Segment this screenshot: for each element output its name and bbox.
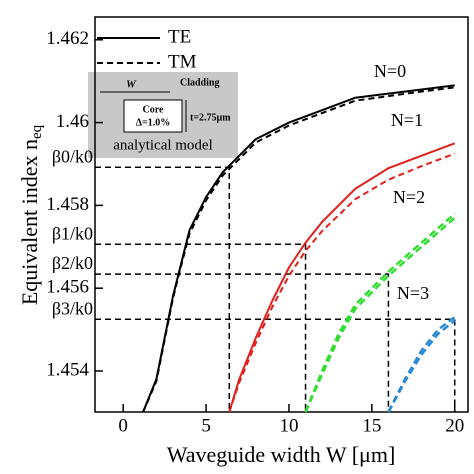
curve-tm — [387, 319, 456, 413]
guide-label: β1/k0 — [52, 223, 93, 243]
guide-label: β2/k0 — [52, 253, 93, 273]
guide-line — [95, 318, 456, 412]
curve-tm — [228, 152, 456, 413]
inset-cladding: Cladding — [180, 77, 219, 88]
plot-frame — [94, 16, 469, 413]
x-tick-label: 20 — [445, 415, 464, 436]
guide-line — [95, 273, 390, 412]
y-tick-label: 1.46 — [56, 111, 89, 132]
legend-label: TE — [168, 26, 191, 47]
inset-delta: Δ=1.0% — [136, 117, 170, 128]
curve-te — [304, 212, 456, 413]
y-axis-label-sub: eq — [29, 124, 45, 139]
x-tick-label: 5 — [201, 415, 211, 436]
inset-core — [123, 99, 183, 133]
guide-line — [95, 243, 307, 412]
x-tick-label: 10 — [279, 415, 298, 436]
inset-core-label: Core — [143, 104, 164, 115]
curve-tm — [142, 86, 455, 413]
y-axis-label-main: Equivalent index n — [17, 139, 42, 305]
inset-width: W — [126, 79, 137, 91]
x-axis-label: Waveguide width W [μm] — [167, 442, 396, 467]
mode-label: N=3 — [397, 283, 429, 303]
guide-label: β0/k0 — [52, 146, 93, 166]
y-axis-label: Equivalent index neq — [17, 124, 45, 305]
guide-line — [95, 166, 231, 412]
y-tick-label: 1.454 — [46, 359, 89, 380]
mode-label: N=2 — [393, 187, 425, 207]
x-tick-label: 0 — [118, 415, 128, 436]
guide-label: β3/k0 — [52, 298, 93, 318]
inset-thickness: t=2.75μm — [190, 112, 231, 123]
mode-label: N=1 — [391, 110, 423, 130]
y-tick-label: 1.456 — [46, 277, 89, 298]
inset-caption: analytical model — [113, 137, 213, 153]
mode-label: N=0 — [374, 61, 406, 81]
legend-label: TM — [168, 51, 197, 72]
y-tick-label: 1.458 — [46, 194, 89, 215]
curve-tm — [304, 216, 456, 413]
curve-te — [387, 316, 456, 413]
curve-te — [142, 84, 455, 413]
y-tick-label: 1.462 — [46, 28, 89, 49]
x-tick-label: 15 — [362, 415, 381, 436]
curve-te — [228, 142, 456, 413]
